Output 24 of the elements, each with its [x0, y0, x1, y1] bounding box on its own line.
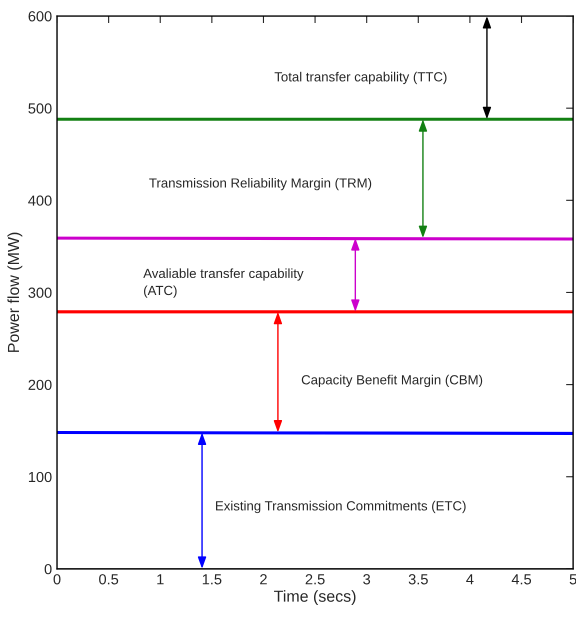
- x-tick-label: 4.5: [512, 574, 532, 584]
- x-tick-label: 1.5: [202, 574, 222, 584]
- y-tick-label: 200: [28, 380, 52, 390]
- y-axis-title: Power flow (MW): [7, 232, 22, 352]
- x-tick-label: 3.5: [408, 574, 428, 584]
- annotation: Capacity Benefit Margin (CBM): [302, 374, 482, 388]
- annotation: Total transfer capability (TTC): [274, 72, 447, 84]
- x-tick-label: 2: [260, 574, 267, 584]
- y-tick-label: 100: [28, 472, 52, 482]
- y-tick-label: 600: [28, 11, 52, 22]
- x-tick-label: 3: [363, 574, 370, 584]
- x-tick-label: 1: [157, 574, 164, 584]
- x-tick-label: 4: [466, 574, 474, 584]
- y-tick-label: 300: [28, 288, 52, 298]
- x-tick-label: 2.5: [306, 574, 325, 584]
- y-tick-label: 500: [28, 103, 52, 114]
- y-tick-label: 400: [28, 195, 52, 206]
- x-tick-label: 0.5: [99, 574, 118, 584]
- y-tick-label: 0: [44, 564, 52, 574]
- annotation: Existing Transmission Commitments (ETC): [216, 500, 466, 514]
- x-tick-label: 0: [54, 574, 61, 584]
- x-axis-title: Time (secs): [274, 590, 356, 605]
- annotation: Transmission Reliability Margin (TRM): [149, 178, 372, 190]
- annotation: Avaliable transfer capability (ATC): [143, 268, 304, 298]
